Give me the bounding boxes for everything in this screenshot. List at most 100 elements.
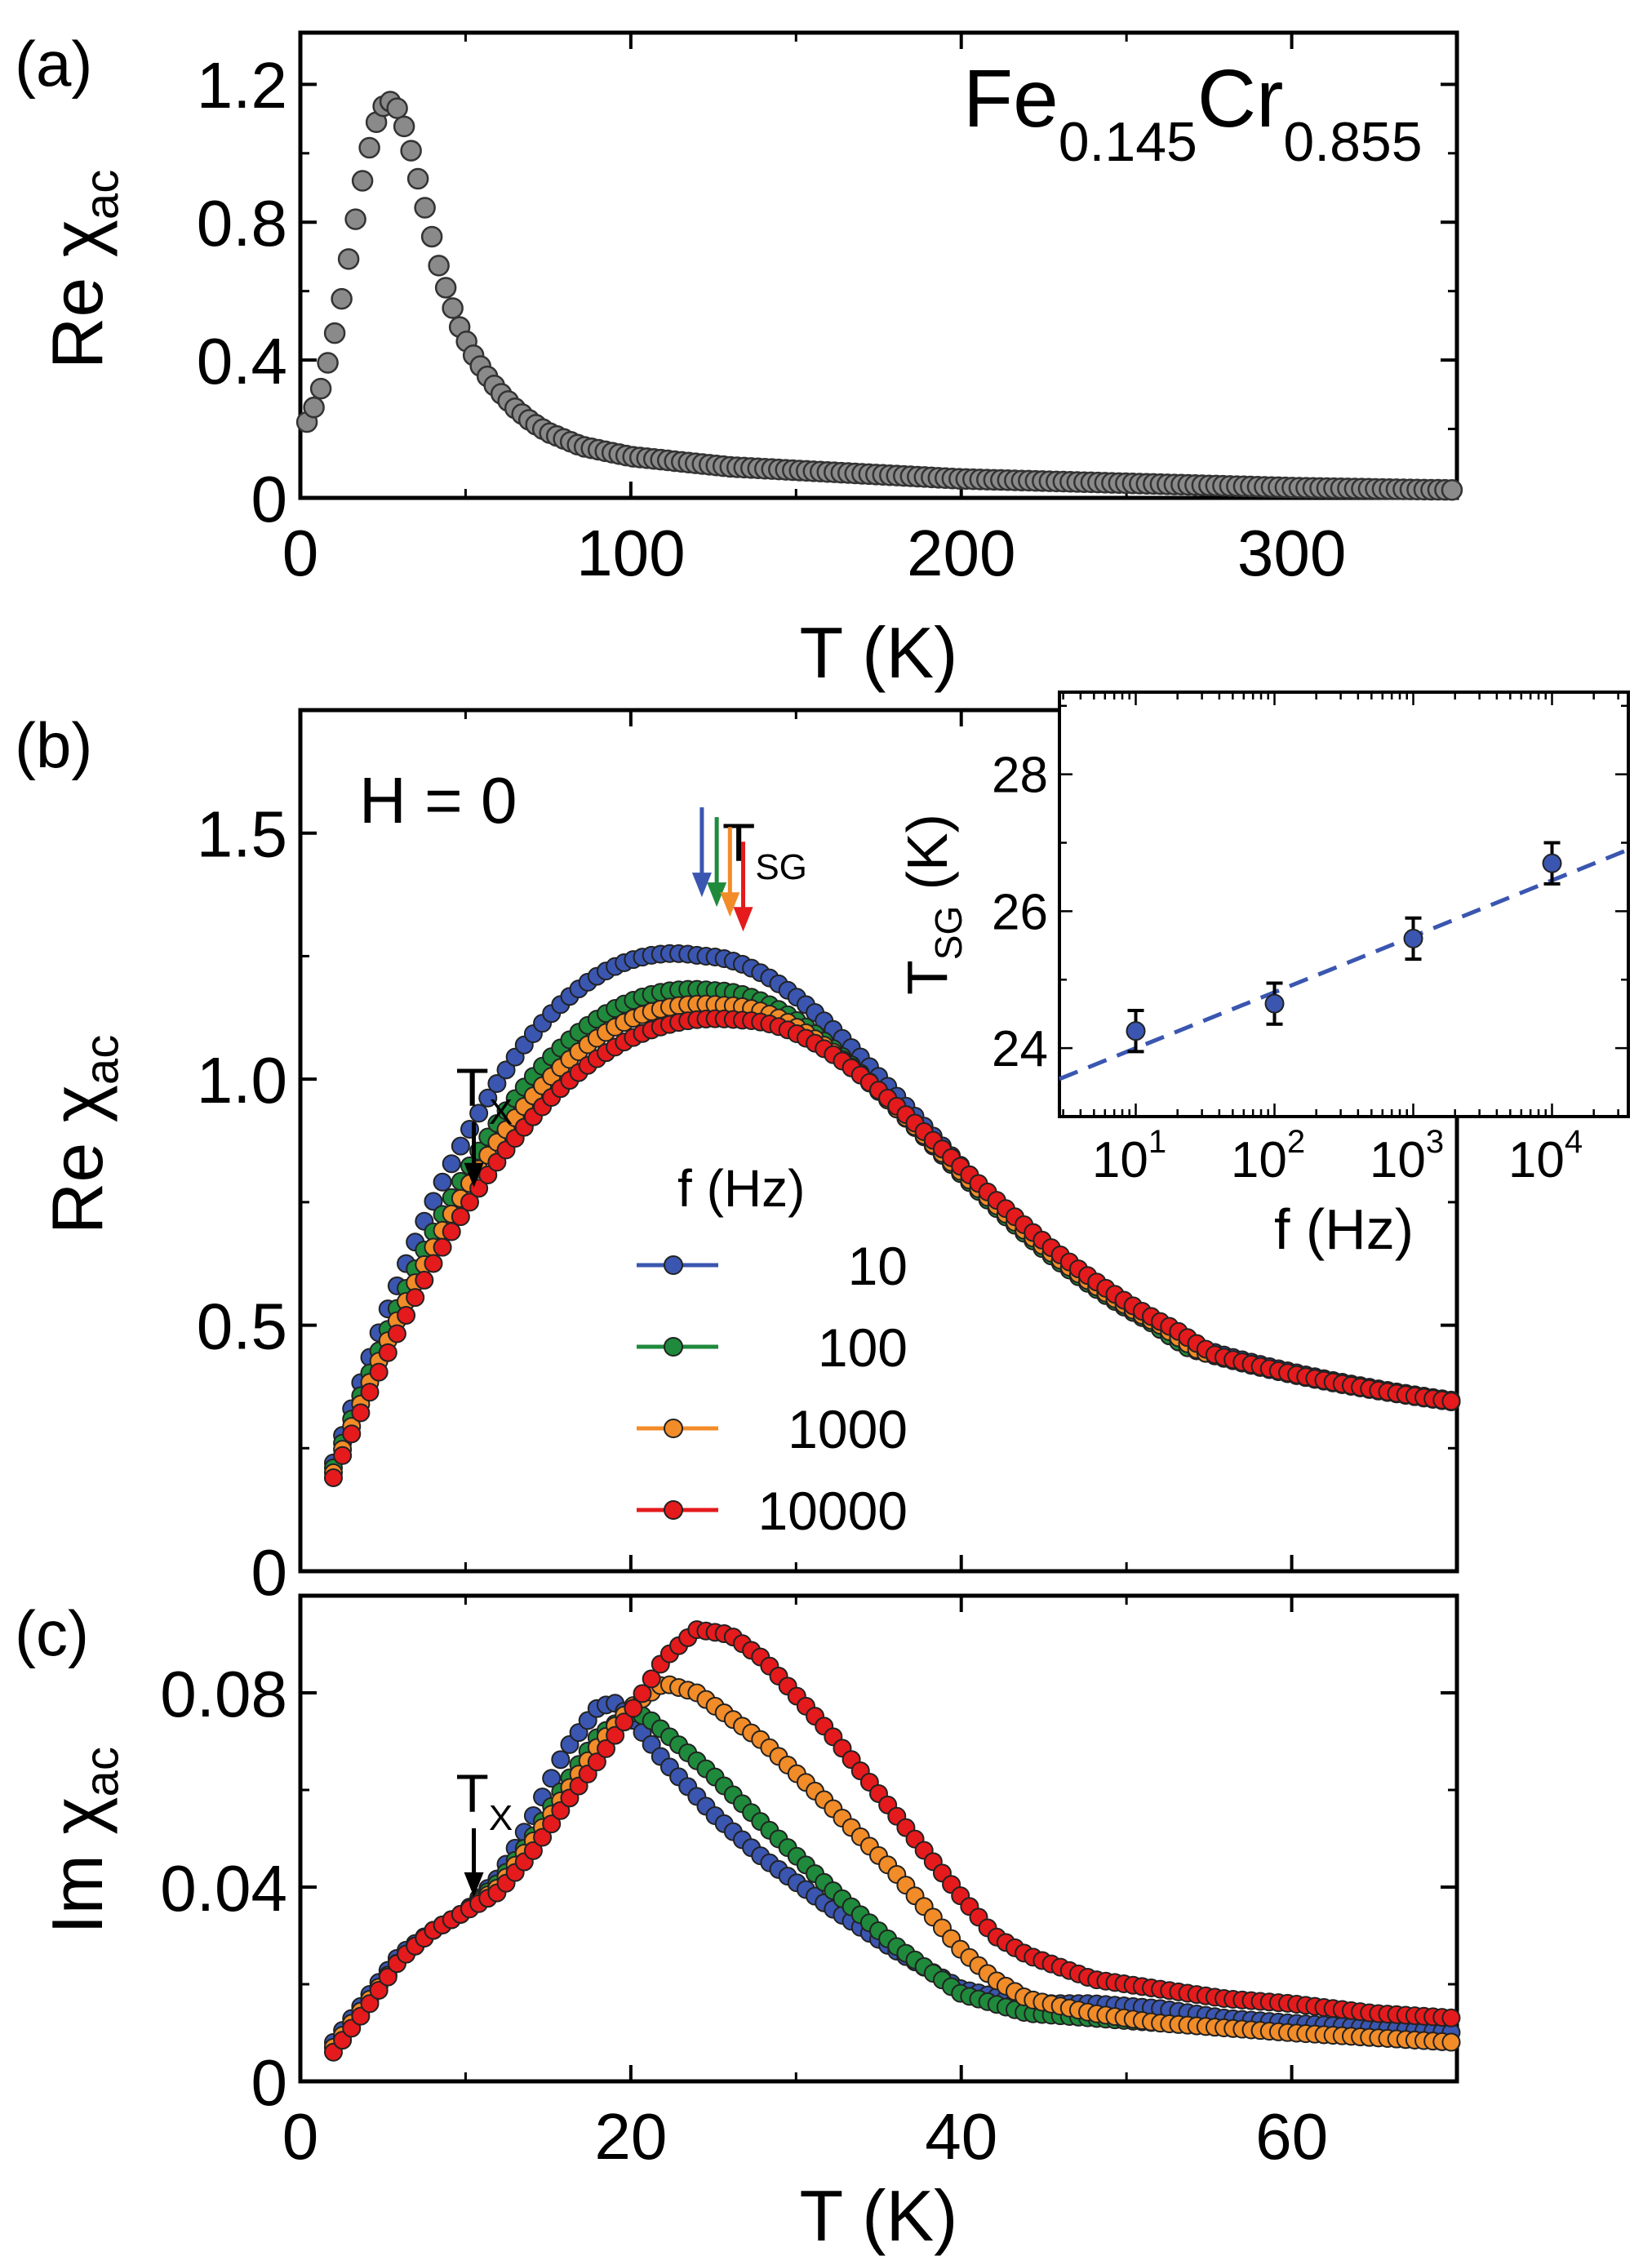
data-point	[378, 1343, 397, 1362]
y-tick-label: 0	[251, 1536, 288, 1609]
tsg-arrow-head	[733, 907, 753, 932]
y-tick-label: 0.08	[160, 1658, 287, 1730]
y-axis-label: Re χac	[37, 170, 128, 369]
data-point	[400, 140, 422, 162]
inset-x-tick-label: 101	[1092, 1124, 1166, 1188]
data-point	[333, 1446, 353, 1465]
x-tick-label: 20	[594, 2100, 667, 2173]
x-tick-label: 0	[282, 2100, 319, 2173]
data-point	[360, 1383, 380, 1402]
y-tick-label: 0	[251, 2046, 288, 2119]
data-point	[1441, 2032, 1461, 2052]
data-point	[358, 136, 380, 159]
inset-data-point	[1403, 928, 1423, 948]
tsg-label: TSG	[722, 812, 807, 887]
data-point	[533, 1828, 553, 1847]
data-point	[442, 297, 464, 319]
legend-marker-100	[664, 1337, 683, 1357]
panel-c: 0 20 40 60 0 0.04 0.08 (c) T (K) Im χac TX	[15, 1593, 1461, 2256]
data-point	[378, 1967, 397, 1987]
data-point	[606, 1725, 625, 1745]
panel-label: (c)	[15, 1597, 89, 1669]
legend-marker-1000	[664, 1419, 683, 1438]
inset-background	[1059, 692, 1628, 1117]
x-tick-label: 200	[907, 517, 1015, 589]
x-tick-label: 100	[576, 517, 685, 589]
fit-line	[1059, 847, 1629, 1081]
data-point	[309, 377, 332, 400]
y-tick-label: 0	[251, 463, 288, 535]
tx-arrow-head	[464, 1162, 484, 1188]
plot-frame	[298, 30, 1459, 500]
data-point	[587, 1752, 606, 1772]
data-point	[369, 1362, 389, 1382]
series-10000	[323, 1009, 1461, 1487]
tx-label: TX	[456, 1763, 513, 1838]
inset-y-tick-label: 28	[992, 748, 1048, 804]
data-point	[1441, 1392, 1461, 1411]
data-point	[433, 1237, 452, 1257]
data-point	[451, 1136, 470, 1156]
data-point	[633, 1684, 652, 1703]
tx-label: TX	[456, 1057, 513, 1132]
panel-a: 0 100 200 300 0 0.4 0.8 1.2 (a) T (K) Re χac Fe0.14…	[15, 28, 1463, 693]
legend-label-10000: 10000	[757, 1481, 908, 1541]
data-point	[331, 287, 353, 310]
composition-label: Fe0.145Cr0.855	[963, 53, 1423, 173]
data-point	[393, 115, 415, 138]
legend-marker-10000	[664, 1500, 683, 1520]
y-tick-label: 1.0	[197, 1044, 287, 1117]
data-point	[406, 167, 429, 190]
data-point	[451, 1207, 470, 1227]
inset-data-point	[1542, 853, 1562, 873]
inset-x-tick-label: 102	[1231, 1124, 1305, 1188]
data-point	[434, 277, 457, 299]
inset-data-point	[1264, 993, 1285, 1014]
data-point	[1441, 478, 1463, 501]
x-tick-label: 40	[925, 2100, 997, 2173]
y-tick-label: 1.5	[197, 798, 287, 871]
plot-frame	[298, 1593, 1459, 2084]
data-point	[317, 352, 339, 374]
data-point	[615, 1712, 634, 1732]
data-point	[420, 225, 443, 248]
x-tick-label: 60	[1255, 2100, 1328, 2173]
data-point	[596, 1739, 615, 1758]
legend: f (Hz) 10 100 1000 10000	[637, 1159, 908, 1541]
data-point	[433, 1172, 452, 1192]
legend-label-1000: 1000	[788, 1399, 908, 1459]
y-tick-label: 0.5	[197, 1290, 287, 1362]
inset-y-tick-label: 24	[992, 1021, 1048, 1077]
panel-b: 0 0.5 1.0 1.5 (b) Re χac H = 0 TSG TX f (Hz) 10 100…	[15, 708, 1461, 1609]
x-axis-label: T (K)	[800, 2175, 958, 2256]
data-point	[342, 1424, 362, 1444]
data-point	[442, 1222, 461, 1241]
data-point	[369, 1980, 389, 2000]
inset-panel: 101 102 103 104 24 26 28 f (Hz) TSG (K)	[895, 691, 1630, 1261]
data-point	[1441, 2008, 1461, 2027]
data-point	[386, 97, 408, 119]
legend-title: f (Hz)	[677, 1159, 805, 1218]
tsg-arrow-head	[691, 873, 712, 898]
data-point	[351, 170, 374, 192]
data-point	[642, 1669, 661, 1689]
data-point	[415, 1270, 434, 1290]
data-point	[624, 1699, 643, 1718]
data-point	[351, 1403, 371, 1423]
data-point	[360, 1994, 380, 2014]
data-point	[424, 1192, 443, 1211]
inset-x-tick-label: 103	[1370, 1124, 1444, 1188]
inset-x-axis-label: f (Hz)	[1274, 1197, 1414, 1261]
inset-x-tick-label: 104	[1508, 1124, 1583, 1188]
data-point	[406, 1288, 425, 1308]
y-axis-label: Re χac	[37, 1035, 128, 1234]
data-point	[460, 1192, 479, 1212]
x-tick-label: 300	[1237, 517, 1346, 589]
data-point	[469, 1104, 489, 1123]
x-tick-label: 0	[282, 517, 319, 589]
data-point	[424, 1254, 443, 1273]
tsg-arrow-head	[720, 892, 740, 917]
data-point	[344, 208, 366, 230]
data-point	[523, 1841, 543, 1860]
